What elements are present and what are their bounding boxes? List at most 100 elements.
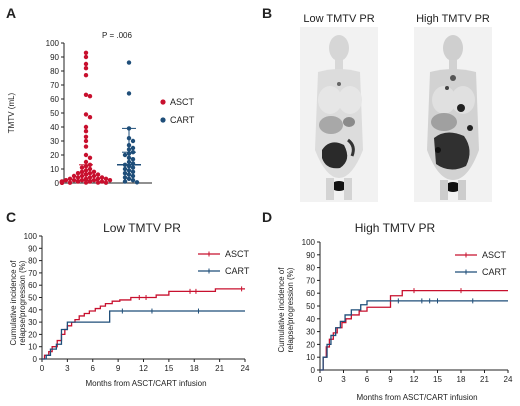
y-tick-label: 100 [46, 39, 60, 48]
y-tick-label: 10 [28, 343, 37, 352]
panel-letter-b: B [262, 5, 272, 21]
data-point-cart [130, 138, 136, 144]
data-point-cart [130, 165, 136, 170]
y-tick-label: 10 [50, 165, 59, 174]
y-tick-label: 0 [55, 179, 60, 188]
data-point-asct [103, 180, 109, 185]
data-point-asct [87, 175, 93, 180]
data-point-asct [83, 144, 89, 149]
y-tick-label: 0 [33, 355, 38, 364]
x-tick-label: 0 [40, 364, 45, 373]
data-point-cart [130, 173, 136, 179]
y-tick-label: 10 [306, 353, 315, 362]
y-axis-label-line1: Cumulative incidence of [277, 267, 286, 353]
y-tick-label: 30 [50, 137, 59, 146]
data-point-asct [83, 159, 89, 165]
data-point-asct [71, 173, 77, 179]
data-point-cart [126, 176, 132, 181]
y-tick-label: 80 [306, 264, 315, 273]
data-point-asct [83, 61, 89, 67]
y-axis-label-line2: relapse/progression (%) [286, 267, 295, 352]
data-point-asct [83, 138, 89, 144]
y-tick-label: 60 [50, 95, 59, 104]
legend-label-asct: ASCT [170, 97, 195, 107]
data-point-asct [95, 172, 101, 177]
data-point-asct [95, 180, 101, 185]
y-tick-label: 40 [50, 123, 59, 132]
y-tick-label: 40 [28, 306, 37, 315]
legend-label-cart: CART [225, 266, 250, 276]
data-point-asct [59, 180, 65, 186]
data-point-asct [91, 173, 97, 179]
x-tick-label: 12 [410, 375, 419, 384]
pet-image-high-tmtv [414, 27, 492, 202]
x-tick-label: 24 [504, 375, 513, 384]
pet-image-low-tmtv [300, 27, 378, 202]
y-tick-label: 100 [24, 232, 38, 241]
pet-images-panel: Low TMTV PR High TMTV PR [300, 13, 492, 202]
legend-marker-asct [160, 99, 166, 105]
x-tick-label: 6 [91, 364, 96, 373]
data-point-asct [99, 179, 105, 184]
y-tick-label: 60 [28, 281, 37, 290]
pet-label-high: High TMTV PR [416, 13, 490, 25]
data-point-asct [83, 134, 89, 139]
x-tick-label: 15 [433, 375, 442, 384]
series-line-cart [42, 310, 245, 360]
data-point-asct [83, 152, 89, 158]
data-point-cart [122, 171, 128, 176]
series-line-asct [42, 288, 245, 360]
y-tick-label: 50 [306, 302, 315, 311]
data-point-asct [87, 115, 93, 120]
data-point-cart [122, 175, 128, 180]
y-tick-label: 80 [50, 67, 59, 76]
series-line-cart [320, 300, 508, 371]
x-tick-label: 9 [116, 364, 121, 373]
data-point-cart [126, 91, 132, 96]
line-chart-low-tmtv: Low TMTV PR Cumulative incidence of rela… [9, 221, 250, 388]
y-tick-label: 60 [306, 289, 315, 298]
data-point-asct [83, 50, 89, 55]
p-value-annotation: P = .006 [102, 31, 132, 40]
data-point-cart [134, 180, 140, 185]
data-point-asct [83, 54, 89, 60]
x-tick-label: 3 [341, 375, 346, 384]
data-point-asct [83, 124, 89, 130]
line-chart-high-tmtv: High TMTV PR Cumulative incidence of rel… [277, 221, 513, 402]
x-axis-label: Months from ASCT/CART infusion [85, 379, 206, 388]
data-point-asct [107, 178, 113, 183]
data-point-cart [122, 179, 128, 184]
x-tick-label: 3 [65, 364, 70, 373]
data-point-cart [130, 169, 136, 174]
data-point-asct [75, 171, 81, 176]
data-point-asct [87, 155, 93, 160]
data-point-asct [79, 173, 85, 179]
y-axis-label-line1: Cumulative incidence of [9, 260, 18, 346]
legend-label-asct: ASCT [225, 249, 250, 259]
data-point-asct [99, 175, 105, 180]
data-point-asct [67, 176, 73, 181]
legend-label-asct: ASCT [482, 250, 507, 260]
y-tick-label: 90 [306, 251, 315, 260]
x-tick-label: 18 [190, 364, 199, 373]
chart-title-low-tmtv: Low TMTV PR [103, 221, 181, 235]
legend-marker-cart [160, 117, 166, 123]
data-point-cart [130, 157, 136, 162]
data-point-asct [83, 129, 89, 134]
x-tick-label: 6 [365, 375, 370, 384]
data-point-asct [103, 176, 109, 181]
y-tick-label: 40 [306, 315, 315, 324]
y-tick-label: 100 [302, 238, 316, 247]
data-point-asct [87, 166, 93, 172]
y-tick-label: 20 [306, 340, 315, 349]
data-point-asct [67, 180, 73, 185]
y-tick-label: 90 [50, 53, 59, 62]
scatter-chart-tmtv: P = .006 TMTV (mL) 0 10 20 30 40 50 60 70 80 90 10… [7, 31, 195, 188]
data-point-asct [63, 178, 69, 183]
chart-title-high-tmtv: High TMTV PR [355, 221, 436, 235]
y-tick-label: 20 [28, 330, 37, 339]
y-axis-label-line2: relapse/progression (%) [18, 260, 27, 345]
y-tick-label: 20 [50, 151, 59, 160]
y-tick-label: 80 [28, 257, 37, 266]
